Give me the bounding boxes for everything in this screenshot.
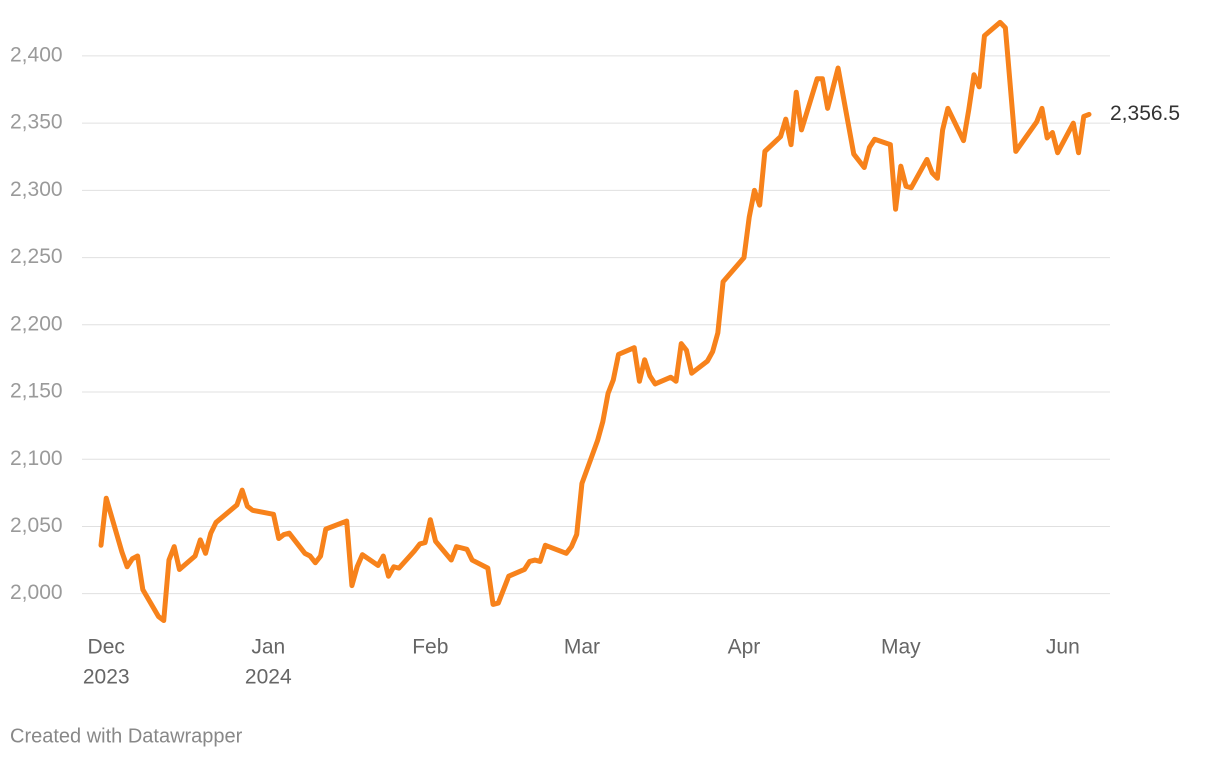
x-tick-label: May — [881, 636, 921, 659]
y-tick-label: 2,100 — [10, 447, 63, 470]
price-line — [98, 19, 1092, 624]
value-label: 2,356.5 — [1110, 102, 1180, 125]
y-tick-label: 2,400 — [10, 43, 63, 66]
x-tick-label: Apr — [728, 636, 761, 659]
x-tick-label: Feb — [412, 636, 448, 659]
x-tick-label: Jun — [1046, 636, 1080, 659]
y-tick-label: 2,200 — [10, 312, 63, 335]
y-tick-label: 2,000 — [10, 581, 63, 604]
y-tick-label: 2,050 — [10, 514, 63, 537]
footer: Created with Datawrapper — [10, 725, 243, 747]
x-tick-label: 2023 — [83, 666, 130, 689]
x-tick-label: Mar — [564, 636, 600, 659]
y-tick-label: 2,350 — [10, 111, 63, 134]
x-tick-label: Dec — [88, 636, 125, 659]
y-tick-label: 2,250 — [10, 245, 63, 268]
y-tick-label: 2,150 — [10, 380, 63, 403]
y-tick-label: 2,300 — [10, 178, 63, 201]
x-tick-label: 2024 — [245, 666, 292, 689]
x-tick-label: Jan — [251, 636, 285, 659]
